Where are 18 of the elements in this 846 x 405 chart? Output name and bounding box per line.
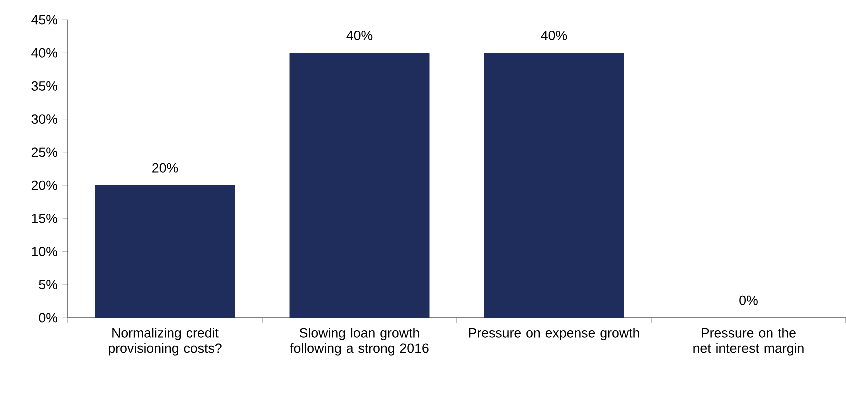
x-tick-label: Normalizing credit provisioning costs? (109, 328, 222, 356)
data-label: 20% (152, 164, 178, 174)
y-tick-label: 35% (32, 82, 58, 92)
y-tick-label: 0% (39, 313, 58, 323)
y-tick-label: 25% (32, 148, 58, 158)
x-tick-label: Slowing loan growth following a strong 2016 (290, 328, 429, 356)
data-label: 40% (346, 31, 373, 41)
y-tick-label: 20% (32, 181, 58, 190)
y-tick-label: 15% (32, 214, 58, 224)
data-label: 40% (541, 31, 568, 41)
data-label: 0% (740, 296, 758, 306)
y-tick-label: 10% (32, 247, 58, 257)
y-tick-label: 40% (32, 48, 58, 58)
x-tick-label: Pressure on expense growth (469, 328, 640, 341)
x-tick-label: Pressure on the net interest margin (694, 328, 804, 356)
y-tick-label: 5% (39, 280, 58, 290)
y-tick-label: 45% (32, 15, 58, 25)
y-tick-label: 30% (32, 114, 58, 124)
